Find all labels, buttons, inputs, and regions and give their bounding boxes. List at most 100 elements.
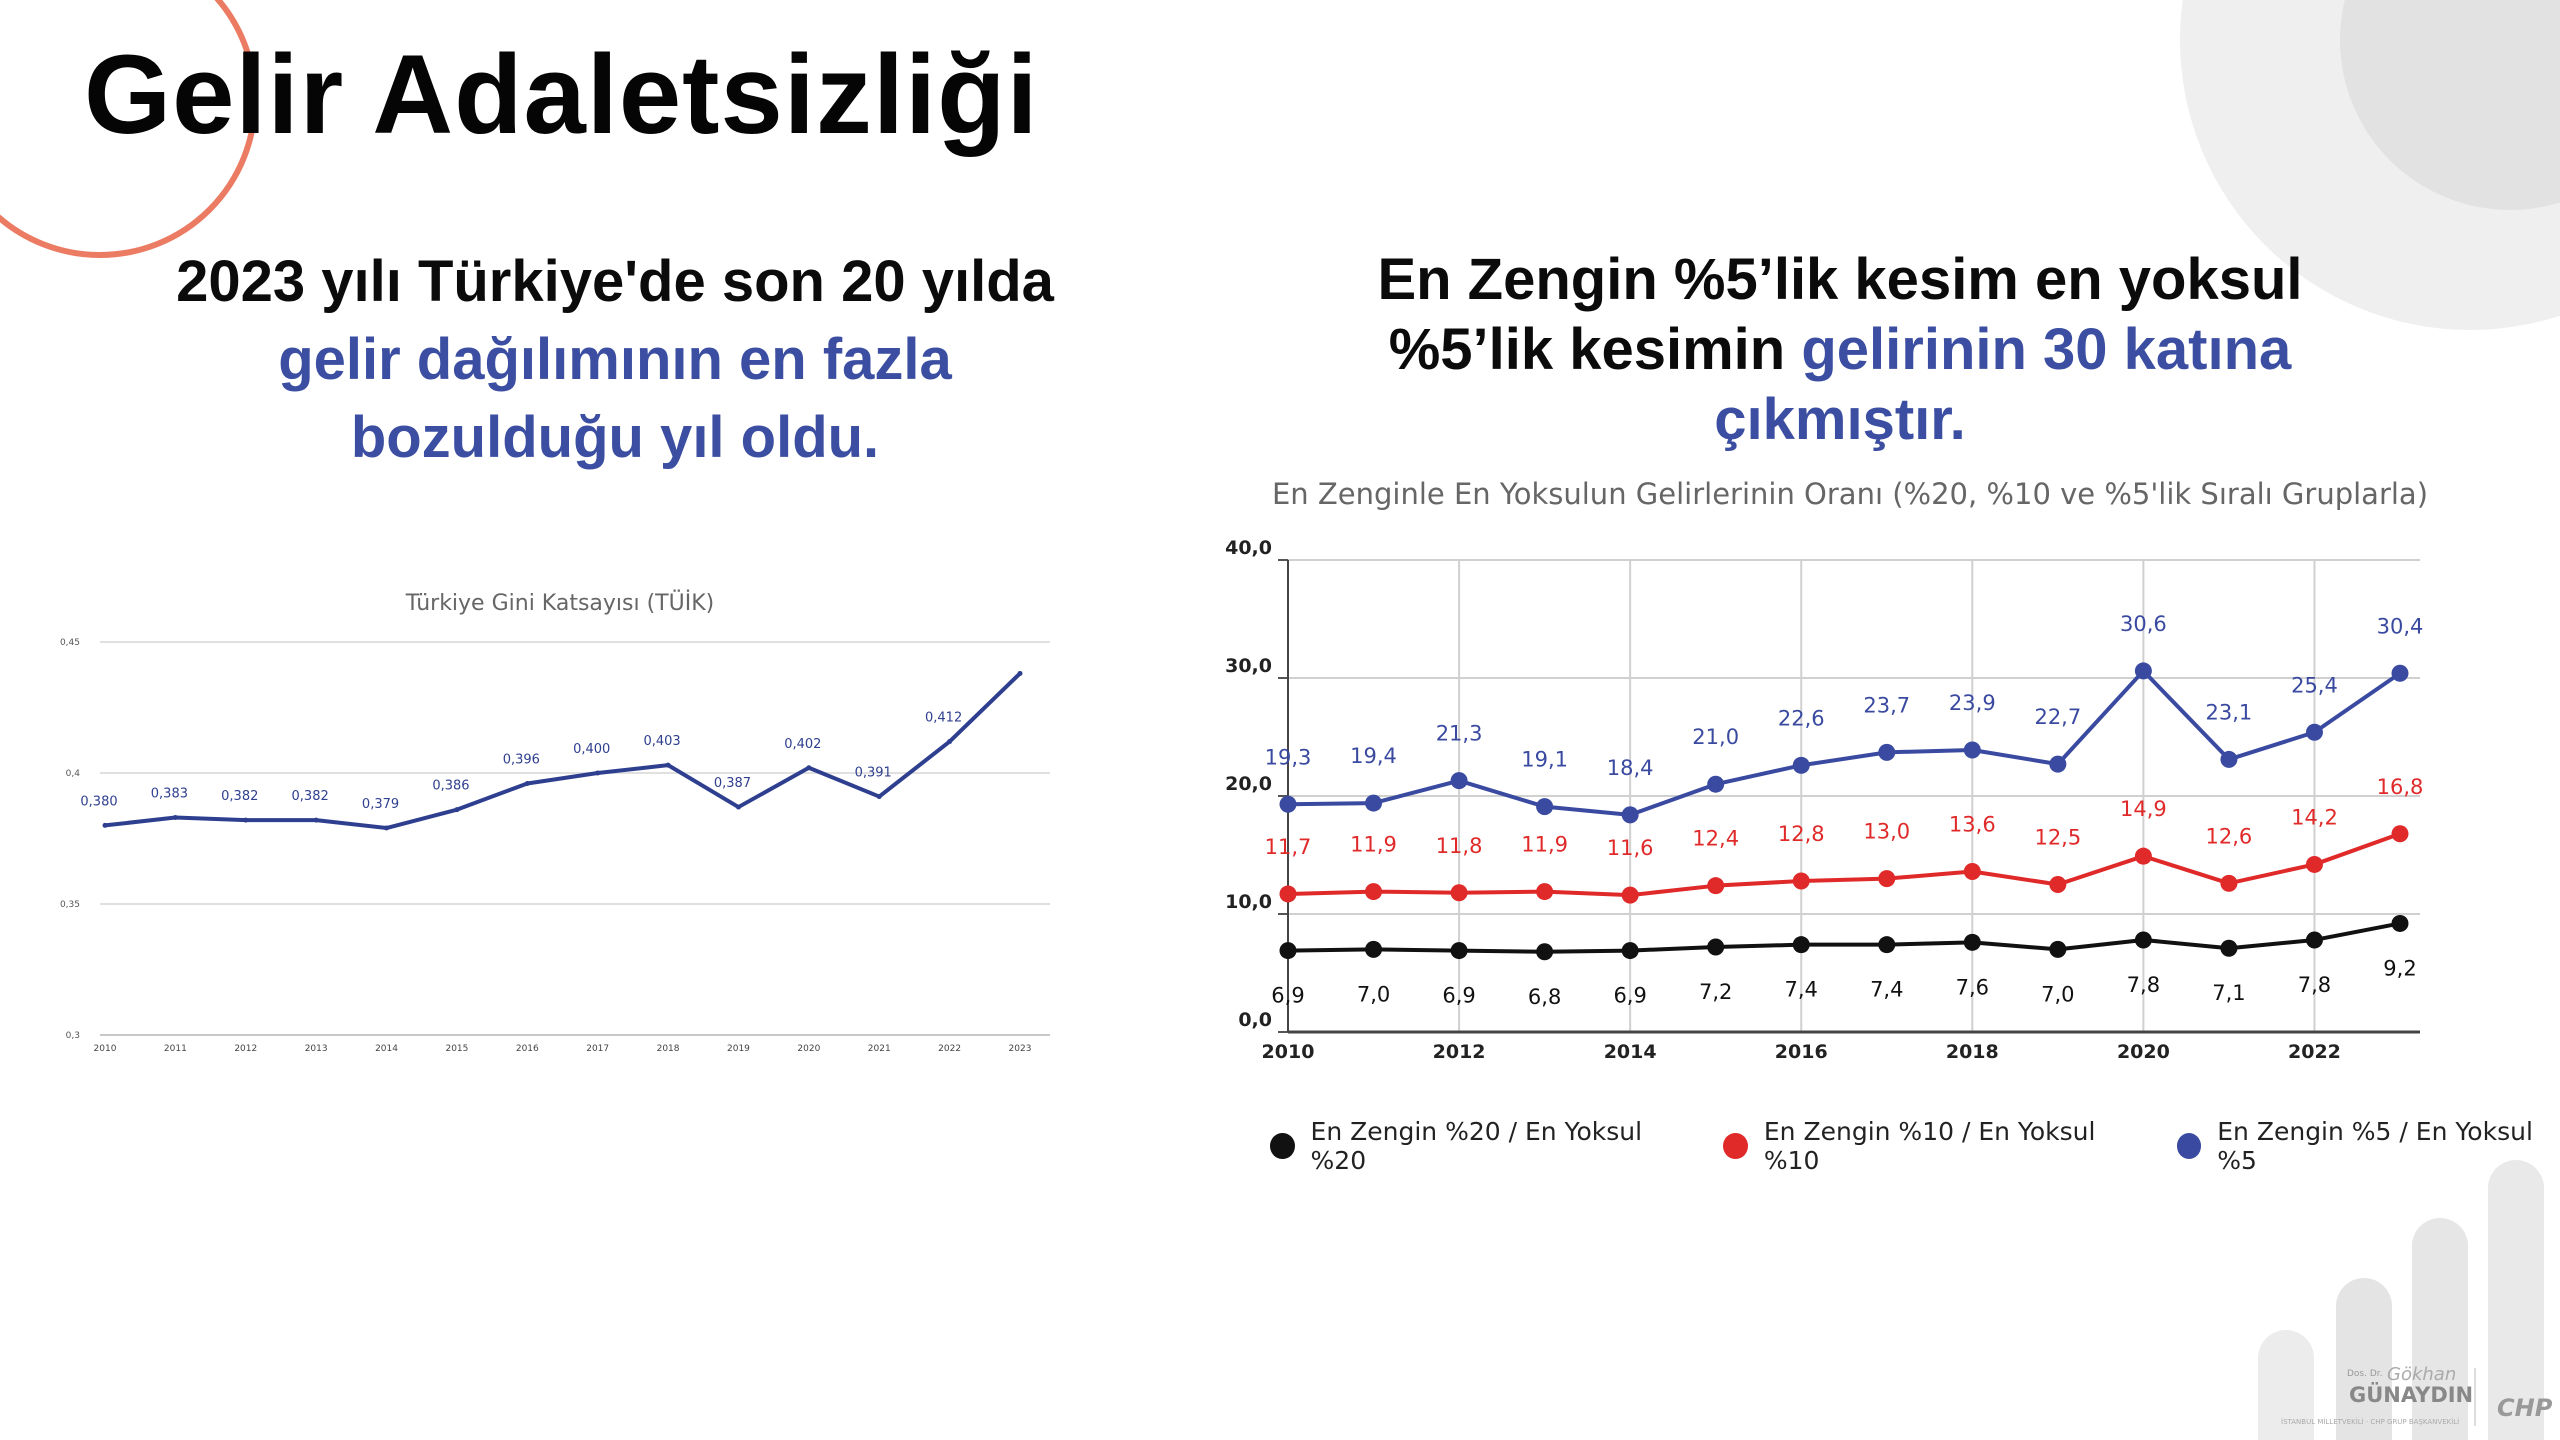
ratio-black-data-label: 7,6 [1956,975,1989,999]
ratio-blue-point [2049,755,2067,773]
ratio-blue-data-label: 21,0 [1692,725,1739,749]
ratio-red-data-label: 11,8 [1436,834,1483,858]
ratio-black-data-label: 7,4 [1870,978,1903,1002]
gini-data-point [172,815,178,821]
ratio-red-point [1279,885,1297,903]
ratio-red-point [1792,872,1810,890]
ratio-black-point [2049,940,2067,958]
ratio-red-data-label: 14,2 [2291,805,2338,829]
logo-subtitle: İSTANBUL MİLLETVEKİLİ · CHP GRUP BAŞKANV… [2281,1417,2459,1426]
ratio-black-data-label: 6,9 [1613,984,1646,1008]
ratio-blue-data-label: 18,4 [1607,756,1654,780]
ratio-series-red-line [1287,831,2401,898]
ratio-red-data-label: 12,8 [1778,822,1825,846]
ratio-blue-point [1621,806,1639,824]
right-headline-line2: %5’lik kesimin gelirinin 30 katına [1280,315,2400,385]
ratio-blue-point [2305,723,2323,741]
gini-data-point [947,739,953,745]
ratio-blue-point [1450,772,1468,790]
ratio-red-data-label: 12,4 [1692,827,1739,851]
mp-logo: Dos. Dr. Gökhan GÜNAYDIN İSTANBUL MİLLET… [2281,1364,2553,1426]
ratio-black-data-label: 9,2 [2383,956,2416,980]
ratio-black-point [2134,931,2152,949]
ratio-black-point [1792,936,1810,954]
gini-data-label: 0,402 [784,737,821,752]
ratio-black-point [1621,942,1639,960]
gini-series-line [104,672,1022,831]
gini-data-label: 0,391 [855,766,892,781]
ratio-x-tick-label: 2016 [1775,1041,1828,1063]
ratio-red-point [2049,876,2067,893]
ratio-blue-point [2134,662,2152,680]
ratio-black-point [1707,938,1725,956]
ratio-x-tick-label: 2022 [2288,1041,2341,1063]
ratio-black-data-label: 7,0 [2041,982,2074,1006]
ratio-red-point [2391,825,2409,843]
ratio-black-data-label: 7,4 [1785,978,1818,1002]
ratio-red-point [1365,883,1383,901]
gini-data-label: 0,412 [925,711,962,726]
logo-name: GÜNAYDIN [2349,1382,2473,1407]
gini-data-point [806,765,812,771]
ratio-red-point [1621,886,1639,904]
gini-data-point [243,817,249,823]
gini-y-tick-label: 0,35 [60,900,80,910]
ratio-red-data-label: 13,0 [1863,820,1910,844]
ratio-blue-point [1536,798,1554,816]
ratio-y-tick-label: 0,0 [1238,1009,1272,1031]
gini-data-point [454,807,460,813]
gini-data-point [384,825,390,831]
ratio-red-point [2305,855,2323,873]
ratio-black-point [1365,940,1383,958]
ratio-black-point [1536,943,1554,961]
right-headline-line2-plain: %5’lik kesimin [1388,317,1802,382]
ratio-blue-data-label: 23,1 [2206,700,2253,724]
ratio-blue-data-label: 22,6 [1778,706,1825,730]
ratio-blue-data-label: 30,6 [2120,612,2167,636]
logo-signature: Gökhan [2387,1364,2456,1385]
gini-x-tick-label: 2013 [305,1044,328,1054]
right-headline: En Zengin %5’lik kesim en yoksul %5’lik … [1280,245,2400,455]
ratio-x-tick-label: 2014 [1604,1041,1657,1063]
gini-x-tick-label: 2015 [445,1044,468,1054]
gini-data-label: 0,387 [714,776,751,791]
ratio-y-tick-label: 40,0 [1225,537,1272,559]
logo-party: CHP [2497,1394,2553,1422]
ratio-black-data-label: 6,9 [1442,984,1475,1008]
ratio-blue-data-label: 23,7 [1863,693,1910,717]
page-title: Gelir Adaletsizliği [84,32,1039,157]
gini-data-label: 0,403 [643,734,680,749]
ratio-red-point [2134,847,2152,865]
gini-x-tick-label: 2020 [797,1044,820,1054]
ratio-red-data-label: 16,8 [2377,775,2424,799]
ratio-black-data-label: 6,9 [1271,984,1304,1008]
ratio-blue-point [1279,795,1297,813]
ratio-black-point [2305,931,2323,949]
gini-chart-title: Türkiye Gini Katsayısı (TÜİK) [405,590,714,616]
ratio-x-tick-label: 2018 [1946,1041,1999,1063]
gini-x-tick-label: 2019 [727,1044,750,1054]
left-headline-line1: 2023 yılı Türkiye'de son 20 yılda [176,249,1054,314]
right-headline-line1: En Zengin %5’lik kesim en yoksul [1377,247,2303,312]
ratio-red-point [2220,874,2238,892]
ratio-red-point [1450,884,1468,902]
ratio-chart-legend: En Zengin %20 / En Yoksul %20 En Zengin %… [1270,1117,2560,1175]
ratio-y-tick-label: 20,0 [1225,773,1272,795]
gini-data-point [595,770,601,776]
gini-x-tick-label: 2021 [868,1044,891,1054]
legend-item-black: En Zengin %20 / En Yoksul %20 [1270,1117,1683,1175]
ratio-y-tick-label: 30,0 [1225,655,1272,677]
ratio-chart-title: En Zenginle En Yoksulun Gelirlerinin Ora… [1272,477,2428,511]
gini-data-label: 0,382 [292,789,329,804]
ratio-y-tick-label: 10,0 [1225,891,1272,913]
ratio-red-data-label: 11,6 [1607,836,1654,860]
gini-x-tick-label: 2012 [234,1044,257,1054]
gini-y-tick-label: 0,4 [66,769,81,779]
gini-data-point [665,762,671,768]
ratio-blue-data-label: 19,4 [1350,744,1397,768]
gini-data-label: 0,379 [362,797,399,812]
gini-x-tick-label: 2016 [516,1044,539,1054]
legend-dot [1723,1133,1748,1159]
ratio-black-point [1963,933,1981,951]
gini-data-point [1017,670,1023,676]
